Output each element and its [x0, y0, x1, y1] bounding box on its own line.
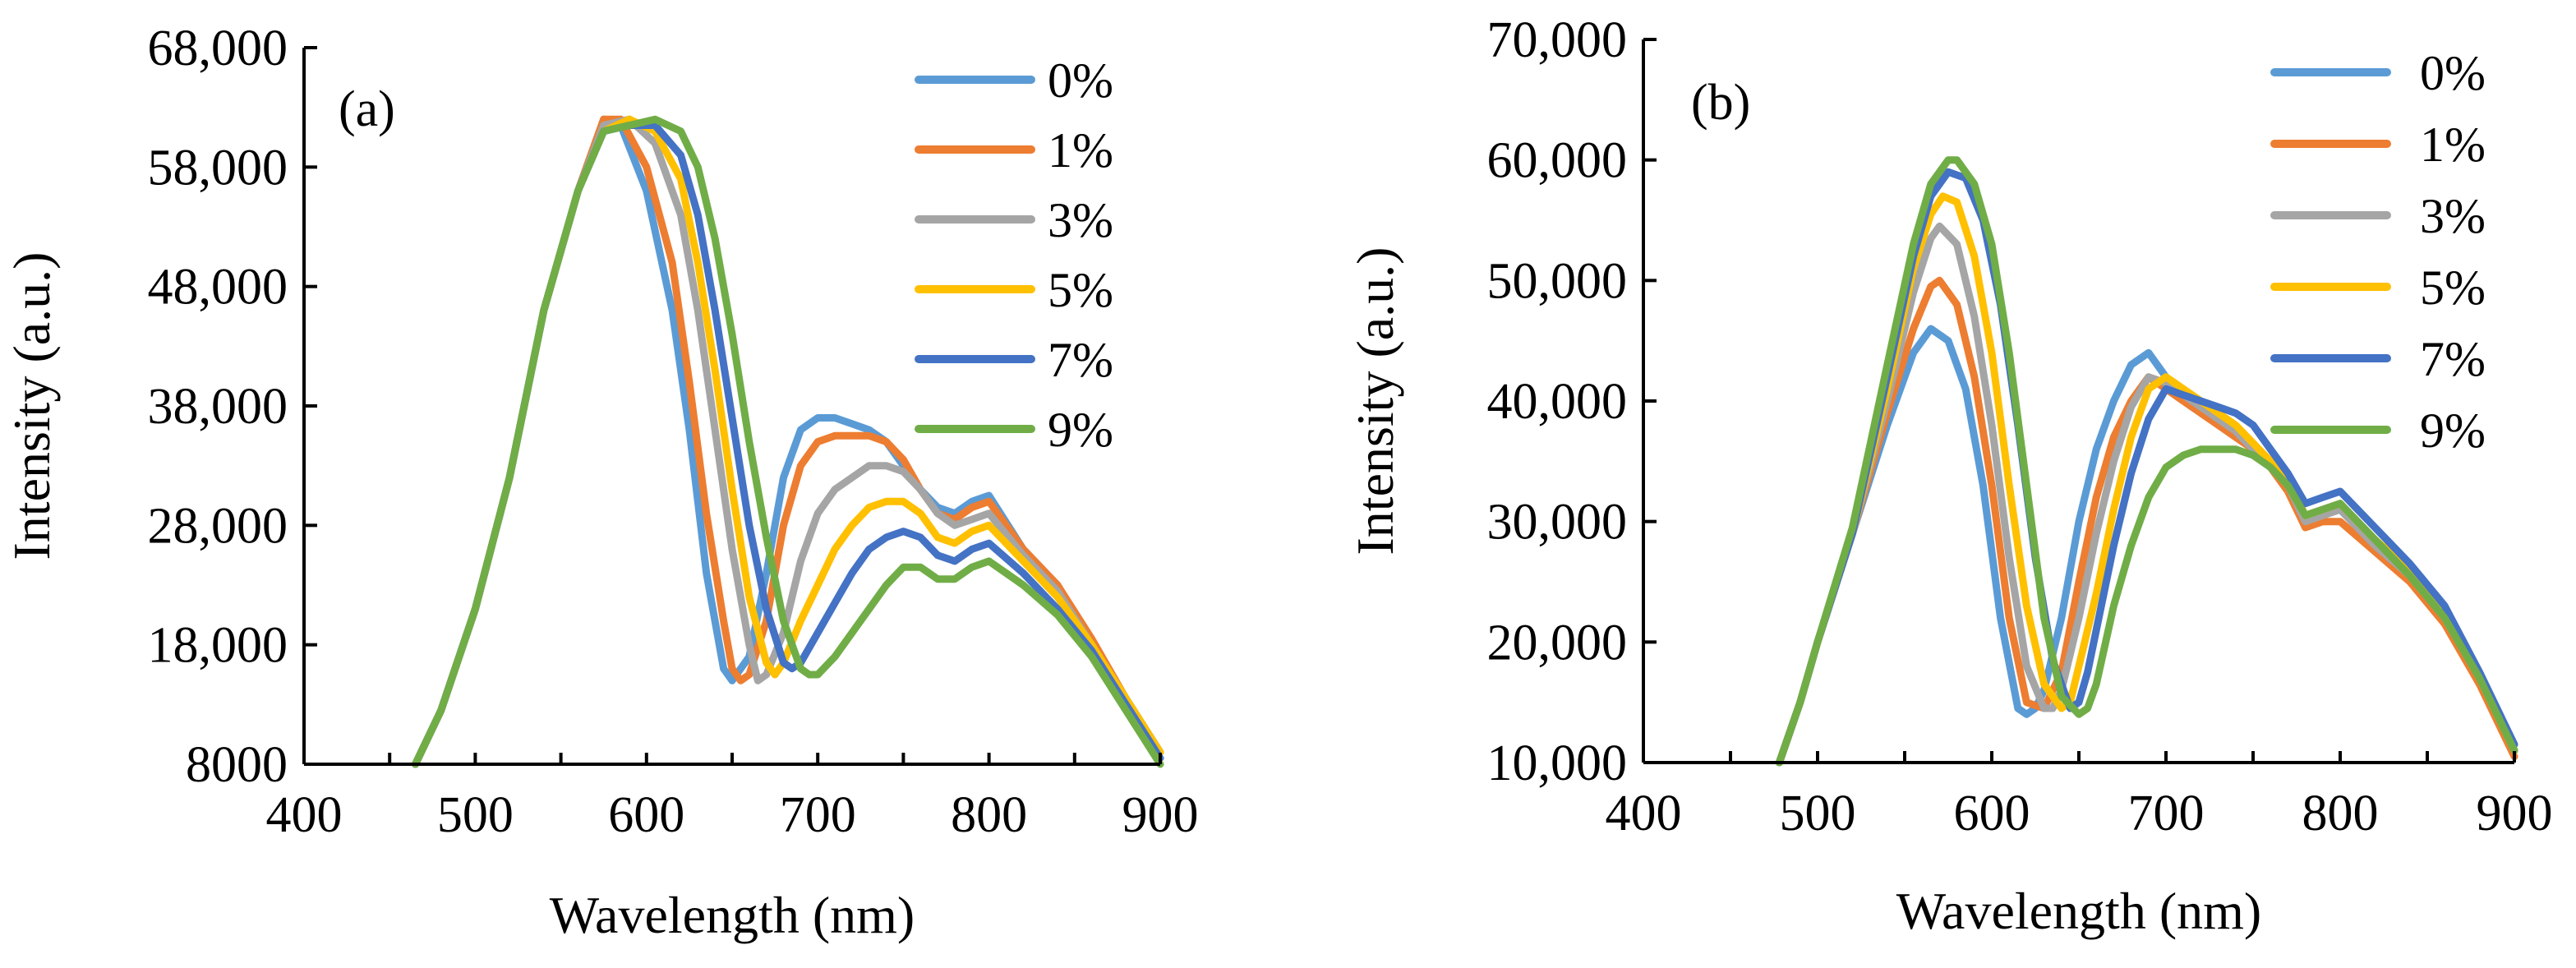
- y-tick-label: 70,000: [1487, 12, 1628, 68]
- y-tick-label: 68,000: [148, 21, 288, 76]
- legend-label: 5%: [2420, 260, 2486, 315]
- y-tick-label: 58,000: [148, 140, 288, 196]
- y-tick-label: 60,000: [1487, 133, 1628, 189]
- legend-label: 5%: [1048, 263, 1113, 317]
- legend-label: 1%: [2420, 118, 2486, 172]
- ticks-a: 8000 18,000 28,000 38,000 48,000 58,000 68,000…: [148, 21, 1199, 843]
- x-tick-label: 700: [2128, 786, 2205, 841]
- y-tick-label: 38,000: [148, 379, 288, 435]
- y-axis-title: Intensity (a.u.): [2, 252, 61, 560]
- y-tick-label: 30,000: [1487, 495, 1628, 551]
- x-axis-title: Wavelength (nm): [550, 886, 915, 944]
- legend-label: 3%: [1048, 193, 1113, 247]
- chart-panel-a: 8000 18,000 28,000 38,000 48,000 58,000 68,000…: [2, 21, 1199, 944]
- x-tick-label: 400: [266, 787, 343, 843]
- legend-label: 1%: [1048, 123, 1113, 177]
- series-line-7pct: [1775, 168, 2518, 767]
- y-tick-label: 20,000: [1487, 615, 1628, 671]
- legend-a: 0% 1% 3% 5% 7% 9%: [915, 53, 1113, 457]
- x-axis-title: Wavelength (nm): [1896, 882, 2261, 940]
- legend-label: 7%: [1048, 333, 1113, 387]
- y-axis-title: Intensity (a.u.): [1346, 247, 1404, 555]
- x-tick-label: 800: [2302, 786, 2379, 841]
- panel-label-b: (b): [1691, 75, 1750, 131]
- x-tick-label: 400: [1606, 786, 1682, 841]
- series-lines-b: [1775, 156, 2518, 767]
- series-line-9pct: [1775, 156, 2518, 767]
- y-tick-label: 50,000: [1487, 253, 1628, 309]
- x-tick-label: 700: [780, 787, 856, 843]
- chart-panel-b: 10,000 20,000 30,000 40,000 50,000 60,000 70,0…: [1346, 12, 2553, 940]
- x-tick-label: 800: [951, 787, 1027, 843]
- x-tick-label: 900: [2477, 786, 2553, 841]
- legend-label: 7%: [2420, 332, 2486, 386]
- y-tick-label: 10,000: [1487, 735, 1628, 791]
- legend-b: 0% 1% 3% 5% 7% 9%: [2270, 46, 2486, 458]
- x-tick-label: 500: [1780, 786, 1856, 841]
- x-tick-label: 600: [1954, 786, 2030, 841]
- series-line-9pct: [412, 115, 1164, 768]
- x-tick-label: 900: [1122, 787, 1199, 843]
- legend-label: 0%: [2420, 46, 2486, 100]
- y-tick-label: 28,000: [148, 498, 288, 554]
- x-tick-label: 500: [437, 787, 514, 843]
- series-line-3pct: [1775, 222, 2518, 767]
- legend-label: 9%: [1048, 403, 1113, 457]
- series-line-5pct: [1775, 192, 2518, 767]
- series-line-1pct: [1775, 276, 2518, 767]
- series-lines-a: [412, 115, 1164, 768]
- ticks-b: 10,000 20,000 30,000 40,000 50,000 60,000 70,0…: [1487, 12, 2553, 841]
- y-tick-label: 8000: [186, 737, 288, 793]
- panel-label-a: (a): [339, 81, 395, 137]
- legend-label: 3%: [2420, 189, 2486, 243]
- y-tick-label: 40,000: [1487, 374, 1628, 430]
- y-tick-label: 18,000: [148, 618, 288, 674]
- legend-label: 9%: [2420, 403, 2486, 458]
- x-tick-label: 600: [608, 787, 684, 843]
- legend-label: 0%: [1048, 53, 1113, 108]
- y-tick-label: 48,000: [148, 260, 288, 316]
